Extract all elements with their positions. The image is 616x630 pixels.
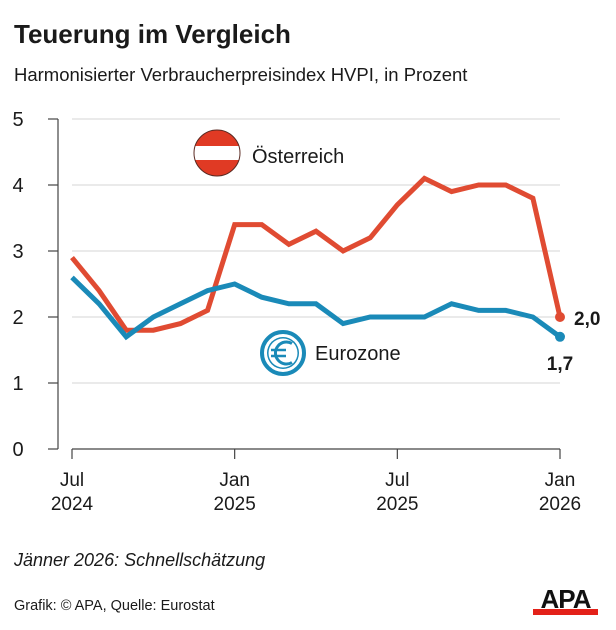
axes [48,118,561,459]
y-tick-label: 5 [12,109,23,131]
x-tick-label-month: Jan [219,470,250,491]
legend-label-austria: Österreich [252,146,344,168]
source-credit: Grafik: © APA, Quelle: Eurostat [14,598,215,614]
legend-item-austria: Österreich [193,129,344,177]
series-lines [70,175,565,342]
apa-logo-bar [533,609,598,615]
end-point-austria [555,312,565,322]
end-label-eurozone: 1,7 [547,354,573,375]
x-tick-label-year: 2026 [539,494,581,515]
series-line-austria [70,175,563,333]
legend: Österreich Eurozone [193,129,401,376]
x-tick-label-year: 2025 [376,494,418,515]
series-line-eurozone [70,275,562,341]
y-tick-label: 4 [12,175,23,197]
x-tick-labels: Jul 2024 Jan 2025 Jul 2025 Jan 2026 [51,470,581,515]
legend-label-eurozone: Eurozone [315,343,401,365]
end-labels: 2,0 1,7 [547,309,601,375]
austria-flag-icon [193,129,241,177]
y-tick-label: 1 [12,373,23,395]
euro-icon [260,330,306,376]
x-tick-label-month: Jul [60,470,84,491]
x-tick-label-month: Jan [545,470,576,491]
chart-title: Teuerung im Vergleich [14,19,291,49]
end-point-eurozone [555,331,565,342]
apa-logo: APA [531,584,600,617]
footnote: Jänner 2026: Schnellschätzung [14,550,266,570]
y-tick-label: 0 [12,439,23,461]
y-tick-label: 2 [12,307,23,329]
y-tick-labels: 0 1 2 3 4 5 [12,109,23,461]
x-tick-label-year: 2024 [51,494,94,515]
end-label-austria: 2,0 [574,309,600,330]
apa-logo-text: APA [540,584,592,614]
x-tick-label-year: 2025 [214,494,256,515]
legend-item-eurozone: Eurozone [260,330,401,376]
chart-subtitle: Harmonisierter Verbraucherpreisindex HVP… [14,64,468,85]
x-tick-label-month: Jul [385,470,409,491]
y-tick-label: 3 [12,241,23,263]
